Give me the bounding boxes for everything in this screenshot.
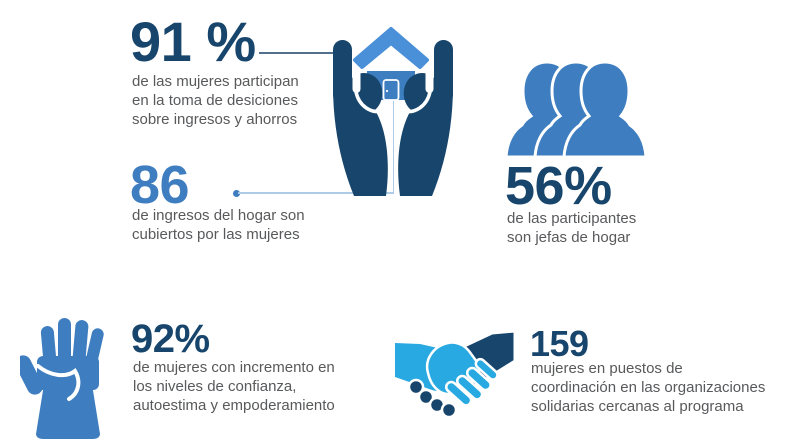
raised-fist-icon	[20, 318, 104, 439]
stat-label-decisions: de las mujeres participan en la toma de …	[132, 73, 299, 128]
stat-value-household-heads: 56%	[505, 156, 612, 216]
connector-dot-86	[233, 190, 240, 197]
stat-value-income: 86	[130, 155, 190, 215]
stat-value-decisions: 91 %	[130, 10, 256, 73]
handshake-icon	[395, 329, 517, 419]
women-group-icon	[504, 60, 648, 157]
stat-label-coordination: mujeres en puestos de coordinación en la…	[531, 360, 766, 415]
stat-label-household-heads: de las participantes son jefas de hogar	[507, 210, 637, 246]
handshake-light-hand	[425, 341, 499, 407]
right-hand-icon	[398, 40, 453, 196]
connector-line-86-horizontal	[238, 192, 394, 194]
hands-holding-house-icon	[333, 27, 453, 196]
left-hand-icon	[333, 40, 388, 196]
connector-line-91-to-hands	[259, 52, 339, 54]
stat-label-income: de ingresos del hogar son cubiertos por …	[132, 207, 305, 243]
stat-value-empowerment: 92%	[131, 317, 210, 361]
stat-label-empowerment: de mujeres con incremento en los niveles…	[133, 359, 335, 414]
handshake-knuckles	[407, 378, 458, 419]
stat-value-coordination: 159	[530, 323, 589, 364]
connector-line-86-vertical	[392, 100, 394, 193]
